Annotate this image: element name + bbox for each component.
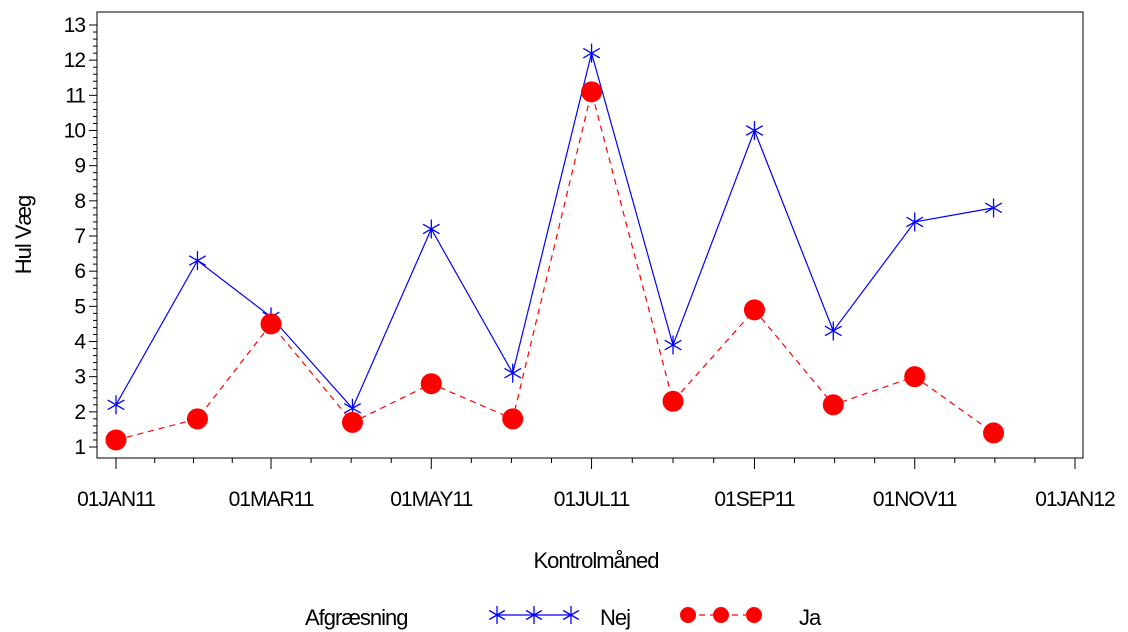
series-nej-point-stroke [107, 399, 125, 411]
y-tick-label: 4 [74, 331, 86, 354]
legend-item-nej: Nej [488, 605, 631, 630]
series-nej-point [984, 198, 1003, 218]
x-tick-label: 01SEP11 [714, 488, 794, 511]
series-ja-point [502, 408, 524, 430]
series-nej-point [824, 321, 842, 341]
legend-marker-nej [562, 606, 580, 624]
legend-marker-nej [525, 606, 543, 624]
series-nej-point-stroke [984, 202, 1003, 214]
y-axis-title: Hul Væg [11, 196, 36, 275]
series-ja-point [260, 313, 282, 335]
x-tick-label: 01NOV11 [873, 488, 957, 511]
series-nej-line [115, 50, 994, 410]
y-tick-label: 3 [74, 366, 85, 389]
series-ja-point [904, 366, 926, 388]
legend-label-ja: Ja [799, 605, 822, 630]
y-tick-label: 10 [64, 120, 86, 143]
legend-marker-nej-stroke [488, 609, 506, 621]
y-tick-label: 9 [74, 155, 85, 178]
legend-label-nej: Nej [600, 605, 630, 630]
series-nej-point [188, 251, 207, 271]
series-nej-point [422, 219, 440, 239]
series-ja-point [822, 394, 844, 416]
series-ja-point [186, 408, 208, 430]
y-tick-label: 6 [74, 260, 85, 283]
x-tick-label: 01MAY11 [390, 488, 472, 511]
legend-marker-nej-stroke [562, 609, 580, 621]
legend-marker-nej-stroke [525, 609, 543, 621]
y-tick-label: 1 [74, 436, 85, 459]
series-nej-point [906, 212, 924, 232]
series-nej-point [504, 363, 522, 383]
series-ja-point [662, 390, 684, 412]
y-tick-label: 12 [64, 49, 86, 72]
series-nej-point-stroke [582, 47, 601, 59]
y-tick-label: 11 [65, 84, 85, 107]
x-axis-title: Kontrolmåned [534, 548, 659, 573]
series-nej-point-stroke [745, 125, 764, 136]
series-ja-point [983, 422, 1005, 444]
y-tick-label: 13 [64, 14, 86, 37]
y-tick-label: 8 [74, 190, 85, 213]
legend-title: Afgræsning [305, 605, 408, 630]
series-ja-point [581, 81, 603, 103]
plot-frame [96, 11, 1084, 459]
series-ja-point [420, 373, 442, 395]
x-tick-label: 01JAN11 [77, 488, 155, 511]
series-layer [105, 43, 1005, 451]
legend-item-ja: Ja [680, 605, 823, 630]
series-nej-point-stroke [422, 223, 440, 235]
series-nej-point [582, 43, 601, 63]
series-ja [105, 81, 1005, 451]
y-tick-label: 2 [74, 401, 85, 424]
series-nej-point-stroke [824, 325, 842, 337]
series-nej-point-stroke [504, 367, 522, 379]
series-ja-line [115, 91, 994, 441]
y-tick-label: 7 [74, 225, 85, 248]
series-nej-point-stroke [343, 403, 362, 414]
series-nej-point [664, 335, 682, 355]
series-ja-point [743, 299, 765, 321]
series-nej-point-stroke [664, 339, 682, 351]
x-tick-label: 01JUL11 [554, 488, 630, 511]
legend-marker-nej [488, 606, 506, 624]
legend-marker-ja [713, 607, 729, 623]
series-nej-point-stroke [188, 255, 207, 266]
x-axis: 01JAN11 01MAR11 01MAY11 01JUL11 01SEP11 01NOV… [77, 458, 1116, 511]
legend-marker-ja [746, 607, 762, 623]
y-tick-label: 5 [74, 295, 85, 318]
legend: Afgræsning Nej Ja [305, 605, 823, 630]
x-tick-label: 01JAN12 [1035, 488, 1115, 511]
series-ja-point [105, 429, 127, 451]
series-nej-point [745, 121, 764, 140]
x-tick-label: 01MAR11 [229, 488, 314, 511]
series-nej-point-stroke [906, 216, 924, 228]
legend-marker-ja [680, 607, 696, 623]
series-ja-point [341, 411, 363, 433]
series-nej-point [107, 395, 125, 415]
